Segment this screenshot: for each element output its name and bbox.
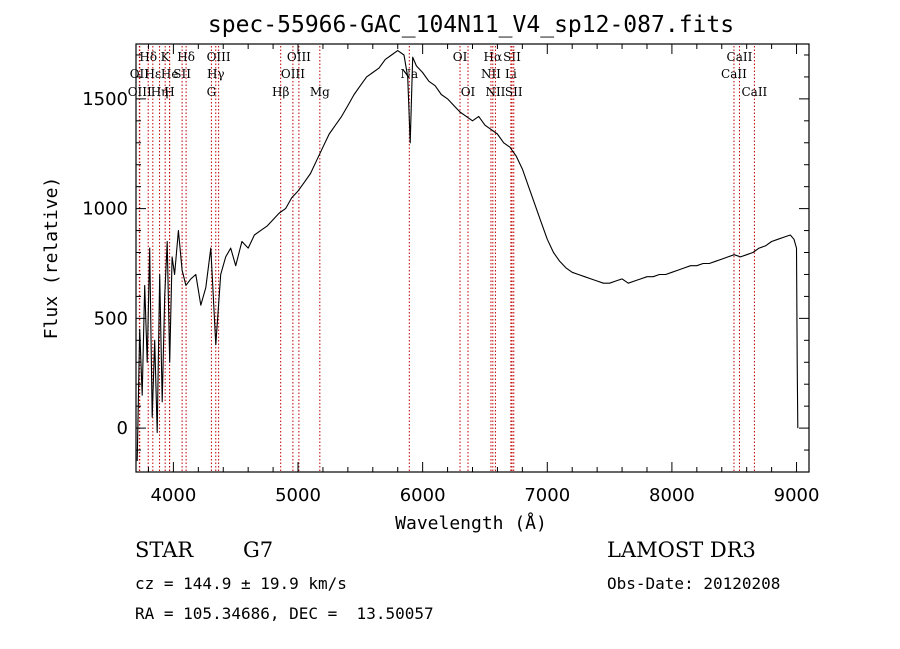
series-line-flux: [136, 50, 799, 462]
observation-date: Obs-Date: 20120208: [607, 574, 781, 593]
line-marker-label: NII: [485, 85, 505, 99]
y-tick-label: 1500: [82, 89, 128, 110]
x-tick-label: 8000: [649, 485, 695, 506]
line-marker-label: CaII: [721, 67, 747, 81]
x-tick-label: 6000: [400, 485, 446, 506]
line-marker-label: K: [161, 50, 171, 64]
line-marker-label: OIII: [207, 50, 231, 64]
line-marker-label: OIII: [281, 67, 305, 81]
object-subclass: G7: [243, 538, 274, 562]
chart-title: spec-55966-GAC_104N11_V4_sp12-087.fits: [208, 12, 734, 38]
line-marker-label: CaII: [741, 85, 767, 99]
line-marker-label: G: [207, 85, 217, 99]
line-marker-label: OIII: [128, 85, 152, 99]
line-marker-label: OI: [461, 85, 476, 99]
line-marker-label: Hβ: [272, 85, 289, 99]
line-marker-label: SII: [503, 50, 521, 64]
line-marker-label: Hα: [484, 50, 503, 64]
line-marker-label: Hη: [151, 85, 169, 99]
line-marker-label: Na: [400, 67, 418, 81]
line-marker-label: Hε: [144, 67, 161, 81]
line-marker-label: SII: [173, 67, 191, 81]
x-tick-label: 4000: [150, 485, 196, 506]
axis-ticks: 4000 5000 6000 7000 8000 9000 0 500 1000 1500: [82, 44, 819, 506]
line-marker-label: H: [164, 85, 174, 99]
line-marker-label: SII: [505, 85, 523, 99]
plot-frame: [135, 43, 810, 473]
redshift-cz: cz = 144.9 ± 19.9 km/s: [135, 574, 347, 593]
y-tick-label: 500: [94, 308, 128, 329]
object-class: STAR: [135, 538, 194, 562]
coordinates: RA = 105.34686, DEC = 13.50057: [135, 604, 434, 623]
y-tick-label: 1000: [82, 199, 128, 220]
x-tick-label: 7000: [524, 485, 570, 506]
line-marker-label: OIII: [287, 50, 311, 64]
line-marker-label: NII: [481, 67, 501, 81]
y-tick-label: 0: [117, 418, 128, 439]
x-axis-label: Wavelength (Å): [395, 512, 547, 534]
line-marker-label: Li: [505, 67, 517, 81]
line-marker-label: CaII: [727, 50, 753, 64]
survey-name: LAMOST DR3: [607, 538, 756, 562]
line-marker-label: Hδ: [139, 50, 157, 64]
line-marker-label: Hδ: [177, 50, 195, 64]
line-marker-label: Mg: [310, 85, 330, 99]
y-axis-label: Flux (relative): [41, 177, 62, 340]
line-marker-label: OI: [453, 50, 468, 64]
x-tick-label: 9000: [774, 485, 820, 506]
line-marker-label: Hγ: [207, 67, 225, 81]
flux-series: [136, 50, 799, 462]
x-tick-label: 5000: [275, 485, 321, 506]
